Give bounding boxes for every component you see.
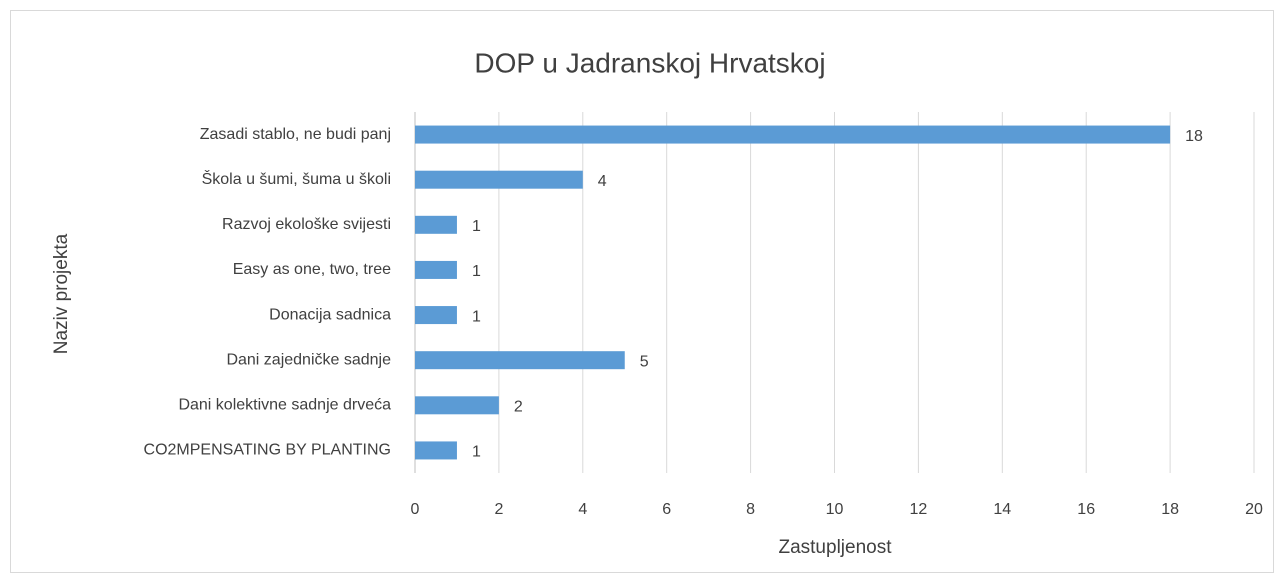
data-label: 1 [472,218,481,235]
x-tick-label: 10 [826,501,844,518]
chart-title: DOP u Jadranskoj Hrvatskoj [474,47,825,78]
bar [415,396,499,415]
x-tick-label: 6 [662,501,671,518]
data-label: 5 [640,353,649,370]
y-axis-title: Naziv projekta [51,233,72,354]
data-label: 4 [598,173,607,190]
bar [415,170,583,189]
x-tick-label: 20 [1245,501,1263,518]
y-tick-label: Škola u šumi, šuma u školi [202,169,391,188]
y-tick-label: Donacija sadnica [269,306,391,323]
x-tick-label: 16 [1077,501,1095,518]
x-tick-label: 2 [494,501,503,518]
chart-border [10,10,1274,573]
x-tick-label: 8 [746,501,755,518]
x-tick-label: 14 [993,501,1011,518]
data-label: 2 [514,399,523,416]
bar [415,306,457,325]
data-label: 1 [472,444,481,461]
y-tick-label: Dani kolektivne sadnje drveća [178,397,391,414]
x-axis-title: Zastupljenost [778,537,892,558]
y-tick-label: Easy as one, two, tree [233,261,391,278]
bar [415,441,457,460]
bar [415,351,625,370]
y-tick-label: Dani zajedničke sadnje [226,351,391,368]
data-label: 1 [472,308,481,325]
y-tick-label: CO2MPENSATING BY PLANTING [144,442,391,459]
x-tick-label: 12 [910,501,928,518]
x-tick-label: 4 [578,501,587,518]
y-tick-label: Razvoj ekološke svijesti [222,216,391,233]
data-label: 18 [1185,128,1203,145]
data-label: 1 [472,263,481,280]
x-tick-label: 18 [1161,501,1179,518]
bar [415,260,457,279]
x-tick-label: 0 [411,501,420,518]
bar [415,125,1171,144]
y-tick-label: Zasadi stablo, ne budi panj [200,126,391,143]
bar [415,215,457,234]
